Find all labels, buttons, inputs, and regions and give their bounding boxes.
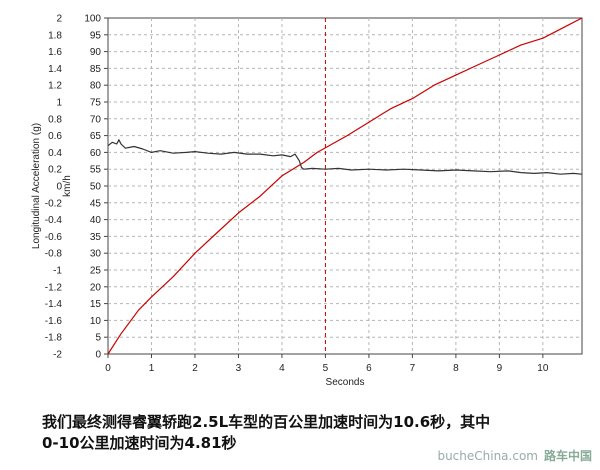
y-tick-label-left: -0.6	[45, 232, 63, 243]
y-tick-label-right: 10	[90, 316, 102, 327]
y-tick-label-left: 1.8	[48, 30, 62, 41]
y-tick-label-left: 0.4	[48, 148, 62, 159]
y-tick-label-left: 0.6	[48, 131, 62, 142]
x-tick-label: 5	[323, 363, 329, 374]
y-tick-label-right: 50	[90, 182, 102, 193]
y-tick-label-left: -2	[53, 350, 62, 361]
y-axis-right-title: km/h	[62, 175, 73, 197]
y-tick-label-right: 35	[90, 232, 102, 243]
y-tick-label-right: 85	[90, 64, 102, 75]
y-tick-label-right: 0	[95, 350, 101, 361]
y-axis-left-title: Longitudinal Acceleration (g)	[31, 123, 42, 249]
y-tick-label-right: 70	[90, 114, 102, 125]
x-tick-label: 3	[236, 363, 242, 374]
y-tick-label-left: -1.4	[45, 299, 63, 310]
caption: 我们最终测得睿翼轿跑2.5L车型的百公里加速时间为10.6秒，其中 0-10公里…	[42, 412, 582, 454]
y-tick-label-right: 55	[90, 165, 102, 176]
y-tick-label-right: 20	[90, 282, 102, 293]
y-tick-label-right: 100	[84, 14, 101, 25]
y-tick-label-right: 75	[90, 98, 102, 109]
y-tick-label-left: 0	[56, 182, 62, 193]
caption-line-1: 我们最终测得睿翼轿跑2.5L车型的百公里加速时间为10.6秒，其中	[42, 413, 491, 431]
y-tick-label-right: 45	[90, 198, 102, 209]
x-tick-label: 7	[410, 363, 416, 374]
watermark-url: bucheChina.com	[437, 449, 538, 463]
y-tick-label-right: 60	[90, 148, 102, 159]
x-axis-title: Seconds	[326, 377, 365, 388]
y-tick-label-left: -0.2	[45, 198, 63, 209]
y-tick-label-right: 95	[90, 30, 102, 41]
acceleration-chart: -2 -1.8 -1.6 -1.4 -1.2 -1 -0.8 -0.6 -0.4 -0.2 0 0.2…	[31, 14, 583, 388]
y-tick-label-left: 1.6	[48, 47, 62, 58]
y-tick-label-right: 30	[90, 249, 102, 260]
y-tick-label-left: 0.8	[48, 114, 62, 125]
y-tick-label-right: 80	[90, 81, 102, 92]
x-tick-label: 10	[537, 363, 549, 374]
series-layer	[107, 17, 583, 355]
x-tick-label: 1	[149, 363, 155, 374]
x-tick-label: 9	[497, 363, 503, 374]
caption-line-2: 0-10公里加速时间为4.81秒	[42, 434, 237, 452]
y-tick-label-left: 1	[56, 98, 62, 109]
y-tick-label-left: 1.2	[48, 81, 62, 92]
watermark: bucheChina.com 路车中国	[437, 447, 592, 464]
y-tick-label-right: 5	[95, 333, 101, 344]
y-tick-label-right: 40	[90, 215, 102, 226]
y-tick-label-left: -1	[53, 266, 62, 277]
y-tick-label-left: 0.2	[48, 165, 62, 176]
y-tick-label-left: -1.8	[45, 333, 63, 344]
y-tick-label-right: 15	[90, 299, 102, 310]
acceleration-series-line	[107, 139, 583, 175]
y-tick-label-left: 1.4	[48, 64, 62, 75]
x-tick-label: 4	[279, 363, 285, 374]
x-tick-label: 2	[192, 363, 198, 374]
watermark-brand: 路车中国	[543, 449, 592, 463]
tick-labels: -2 -1.8 -1.6 -1.4 -1.2 -1 -0.8 -0.6 -0.4 -0.2 0 0.2…	[45, 14, 549, 375]
y-tick-label-left: -1.6	[45, 316, 63, 327]
x-tick-label: 6	[366, 363, 372, 374]
x-tick-label: 8	[453, 363, 459, 374]
y-tick-label-right: 65	[90, 131, 102, 142]
y-tick-label-left: 2	[56, 14, 62, 25]
y-tick-label-right: 90	[90, 47, 102, 58]
grid-lines	[104, 17, 582, 358]
x-tick-label: 0	[105, 363, 111, 374]
y-tick-label-right: 25	[90, 266, 102, 277]
y-tick-label-left: -0.8	[45, 249, 63, 260]
y-tick-label-left: -0.4	[45, 215, 63, 226]
speed-series-line	[107, 17, 583, 355]
y-tick-label-left: -1.2	[45, 282, 63, 293]
